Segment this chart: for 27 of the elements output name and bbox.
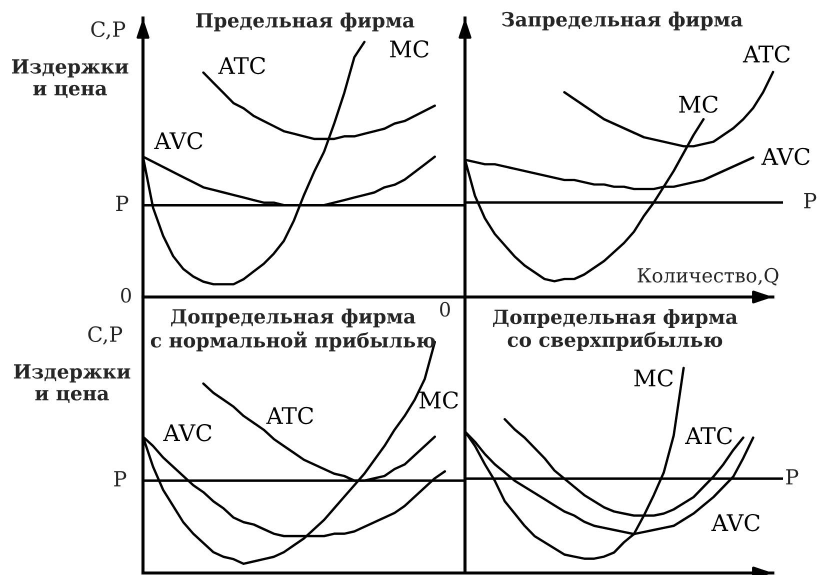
ref-line-label: P	[804, 193, 816, 208]
text: Издержки и цена	[12, 59, 128, 98]
series-label: ATC	[742, 45, 790, 63]
text: 0	[121, 288, 131, 303]
text: Издержки и цена	[14, 364, 130, 403]
series-label: AVC	[711, 514, 760, 532]
ref-line-label: P	[116, 196, 128, 211]
chart-title: Предельная фирма	[196, 12, 414, 32]
series-label: AVC	[154, 132, 202, 150]
series-label: ATC	[685, 426, 732, 444]
chart-title: Допредельная фирма со сверхприбылью	[493, 309, 738, 351]
y-axis-title: C,P	[88, 326, 122, 345]
chart-title: Запредельная фирма	[502, 12, 743, 30]
y-axis-title: C,P	[91, 21, 126, 40]
ref-line-label: P	[786, 469, 798, 484]
series-label: ATC	[266, 406, 314, 424]
series-label: MC	[390, 40, 428, 58]
chart-title: Допредельная фирма с нормальной прибылью	[150, 308, 436, 352]
series-label: MC	[679, 96, 718, 113]
text: 0	[440, 302, 450, 317]
series-label: MC	[419, 391, 458, 409]
ref-line-label: P	[114, 471, 126, 486]
series-label: AVC	[163, 424, 212, 442]
series-label: AVC	[761, 148, 810, 166]
series-label: MC	[634, 369, 673, 387]
x-axis-title: Количество,Q	[638, 268, 778, 286]
series-label: ATC	[218, 56, 266, 74]
